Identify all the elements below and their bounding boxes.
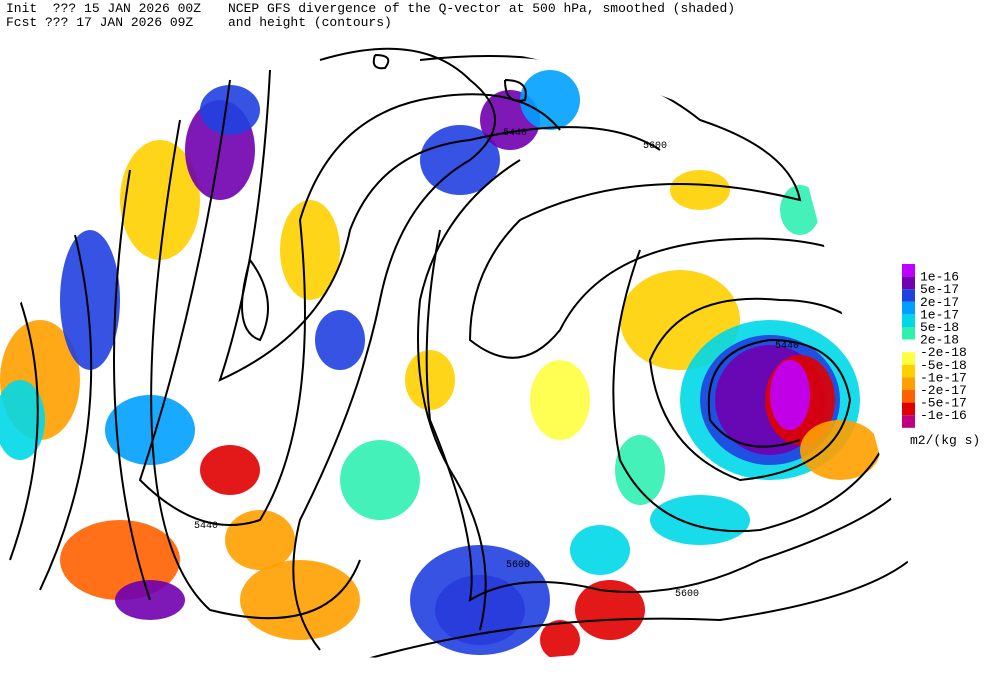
colorbar-swatch	[902, 314, 915, 327]
contour	[417, 159, 521, 631]
shaded-area	[650, 495, 750, 545]
shaded-area	[240, 560, 360, 640]
contour	[292, 47, 496, 651]
subtitle: and height (contours)	[228, 15, 392, 30]
colorbar-swatch	[902, 264, 915, 277]
colorbar-label: 2e-18	[920, 333, 959, 348]
shaded-area	[520, 70, 580, 130]
shaded-field	[0, 36, 910, 661]
contour	[150, 119, 361, 620]
contour	[329, 559, 910, 661]
colorbar-label: -5e-17	[920, 396, 967, 411]
contour-label: 5440	[503, 128, 527, 139]
colorbar-label: 1e-16	[920, 270, 959, 285]
shaded-area	[105, 395, 195, 465]
shaded-area	[60, 230, 120, 370]
shaded-area	[200, 85, 260, 135]
shaded-area	[530, 360, 590, 440]
shaded-area	[780, 185, 820, 235]
contour	[241, 259, 269, 342]
shaded-area	[770, 360, 810, 430]
colorbar-swatch	[902, 390, 915, 403]
contour	[138, 79, 561, 526]
colorbar-label: 1e-17	[920, 307, 959, 322]
colorbar-swatch	[902, 377, 915, 390]
contour-label: 5440	[775, 341, 799, 352]
shaded-area	[800, 420, 880, 480]
shaded-area	[315, 310, 365, 370]
contour-labels: 5440 5600 5440 5440 5600 5600	[194, 128, 799, 600]
shaded-area	[575, 580, 645, 640]
contour	[9, 299, 39, 561]
init-time: Init ??? 15 JAN 2026 00Z	[6, 1, 201, 16]
shaded-area	[0, 380, 45, 460]
contour	[39, 234, 93, 591]
shaded-area	[670, 170, 730, 210]
colorbar-units: m2/(kg s)	[910, 433, 980, 448]
colorbar-label: 2e-17	[920, 295, 959, 310]
shaded-area	[570, 525, 630, 575]
contour	[419, 55, 901, 359]
contour-label: 5600	[675, 589, 699, 600]
shaded-area	[120, 140, 200, 260]
colorbar-label: -1e-17	[920, 370, 967, 385]
shaded-area	[405, 350, 455, 410]
colorbar-swatch	[902, 415, 915, 428]
contour	[504, 79, 527, 102]
colorbar-swatch	[902, 364, 915, 378]
contour	[612, 249, 902, 533]
shaded-area	[340, 440, 420, 520]
colorbar-swatch	[902, 327, 915, 340]
contours	[9, 47, 910, 661]
colorbar-swatch	[902, 276, 915, 290]
colorbar-swatch	[902, 402, 915, 416]
contour	[113, 169, 151, 601]
contour	[425, 229, 910, 602]
shaded-area	[615, 435, 665, 505]
title: NCEP GFS divergence of the Q-vector at 5…	[228, 1, 735, 16]
colorbar-label: 5e-17	[920, 282, 959, 297]
contour	[372, 54, 390, 70]
colorbar-label: 5e-18	[920, 320, 959, 335]
contour-label: 5440	[194, 521, 218, 532]
shaded-area	[420, 125, 500, 195]
colorbar-label: -1e-16	[920, 408, 967, 423]
colorbar-swatch	[902, 289, 915, 302]
forecast-time: Fcst ??? 17 JAN 2026 09Z	[6, 15, 193, 30]
colorbar-label: -5e-18	[920, 358, 967, 373]
contour-label: 5600	[643, 141, 667, 152]
colorbar: m2/(kg s) 1e-165e-172e-171e-175e-182e-18…	[902, 264, 980, 448]
colorbar-label: -2e-17	[920, 383, 967, 398]
colorbar-swatch	[902, 301, 915, 315]
colorbar-swatch	[902, 339, 915, 353]
colorbar-swatch	[902, 352, 915, 365]
shaded-area	[280, 200, 340, 300]
shaded-area	[200, 445, 260, 495]
contour-label: 5600	[506, 560, 530, 571]
colorbar-label: -2e-18	[920, 345, 967, 360]
shaded-area	[540, 620, 580, 660]
